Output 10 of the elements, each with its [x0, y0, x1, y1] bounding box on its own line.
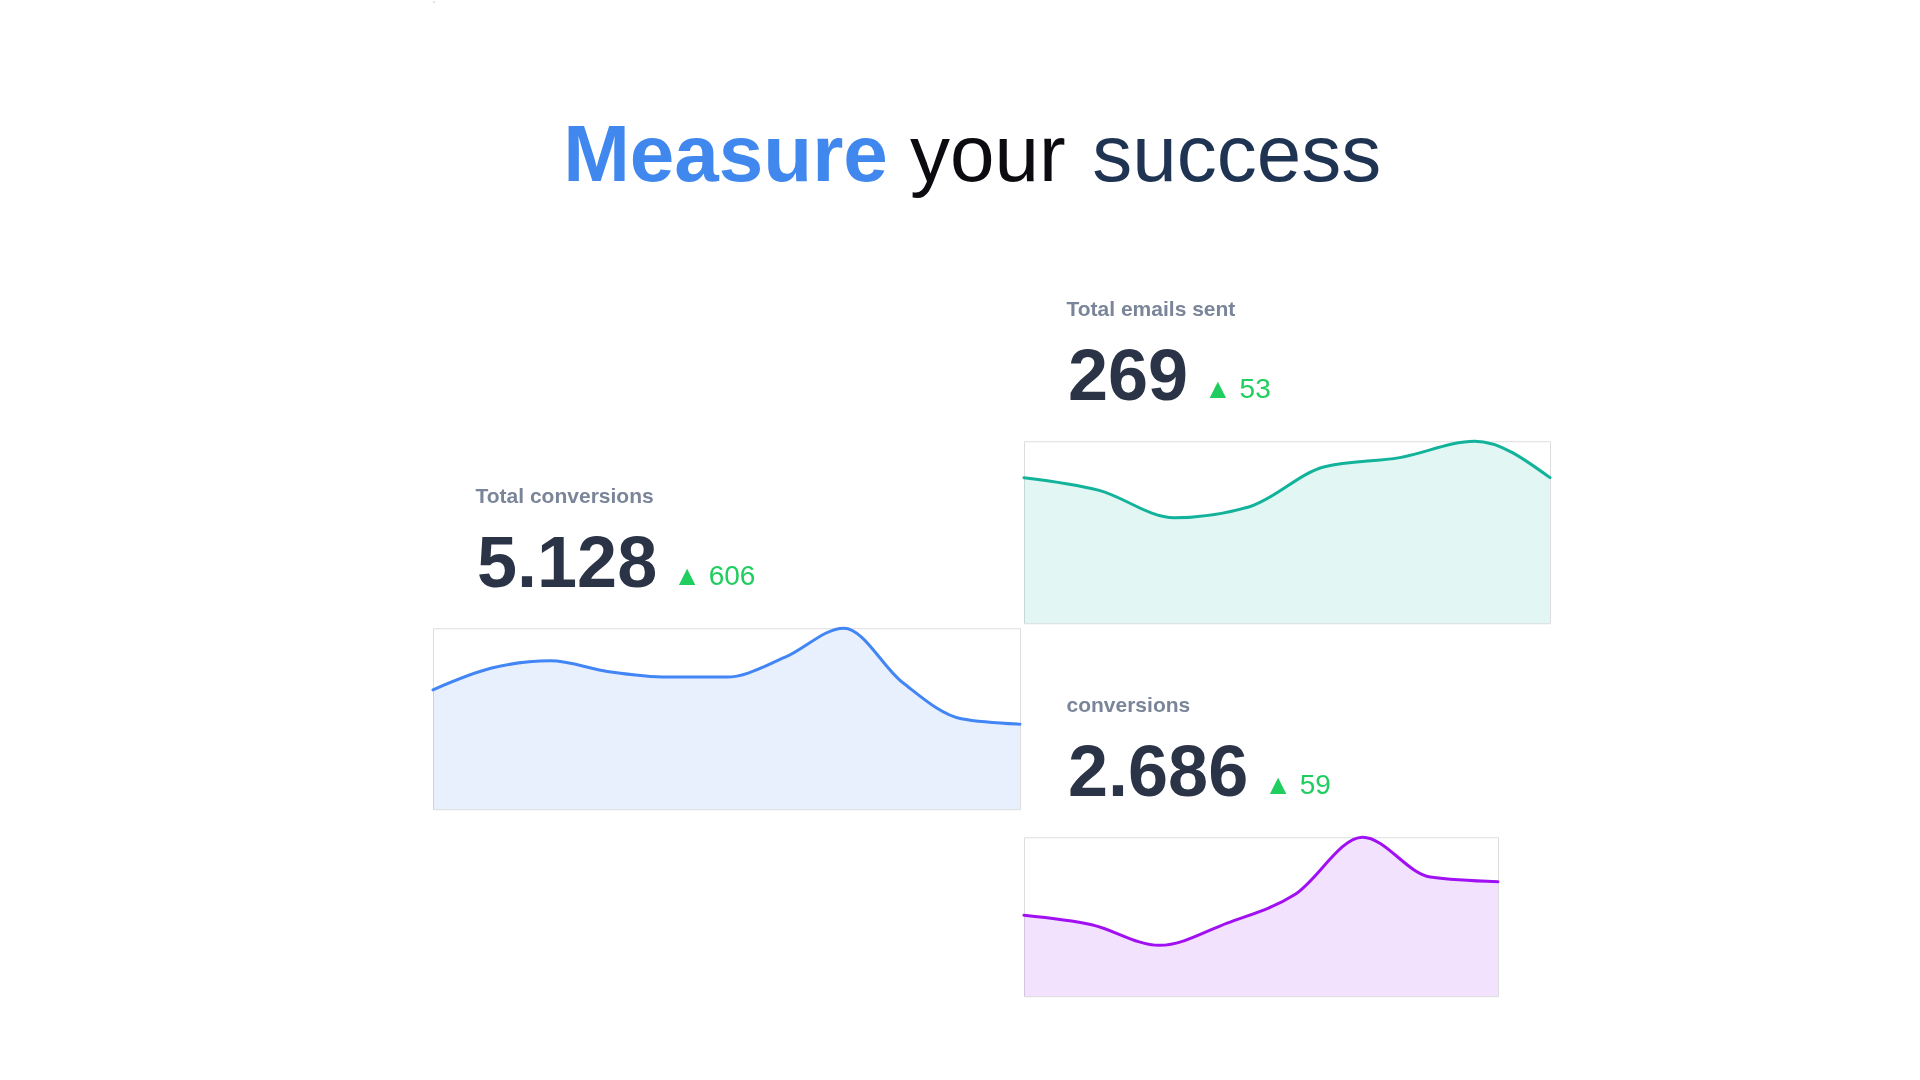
chart-title: conversions: [1066, 693, 1191, 717]
text: Measure your success: [563, 109, 1382, 198]
text: 269: [1068, 335, 1189, 416]
chart-title: Total conversions: [475, 484, 654, 508]
text: 5.128: [477, 522, 658, 603]
text: ▲ 606: [673, 560, 756, 592]
text: ▲ 59: [1264, 769, 1331, 801]
text: ▲ 53: [1204, 373, 1271, 405]
chart-title: Total emails sent: [1066, 297, 1236, 321]
text: 2.686: [1068, 731, 1249, 812]
